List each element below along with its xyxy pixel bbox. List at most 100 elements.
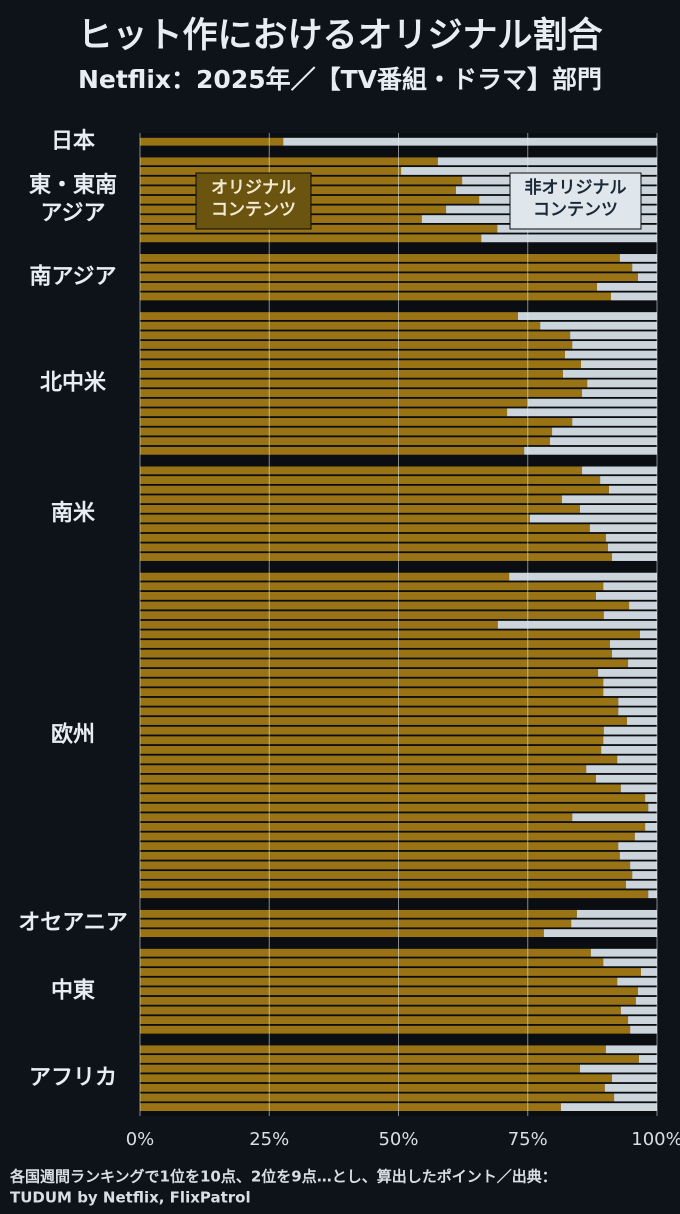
bar-segment (140, 996, 636, 1005)
bar-segment (612, 553, 657, 561)
bar-segment (589, 524, 657, 533)
bar-segment (603, 958, 657, 967)
bar-segment (140, 929, 544, 938)
bar-segment (634, 832, 657, 841)
bar-segment (140, 157, 438, 166)
footnote: 各国週間ランキングで1位を10点、2位を9点…とし、算出したポイント／出典： (9, 1168, 557, 1186)
bar-segment (635, 996, 657, 1005)
bar-segment (140, 437, 550, 446)
bar-segment (579, 505, 657, 513)
bar-segment (572, 418, 657, 426)
bar-segment (140, 871, 633, 879)
bar-segment (140, 880, 626, 889)
bar-segment (601, 745, 657, 754)
bar-segment (401, 167, 657, 175)
bar-segment (140, 919, 572, 928)
legend-box (195, 172, 312, 230)
bar-segment (617, 755, 657, 764)
bar-segment (562, 369, 657, 378)
bar-segment (140, 832, 635, 841)
bar-segment (481, 234, 657, 243)
bar-segment (140, 640, 610, 648)
bar-segment (140, 466, 583, 475)
bar-segment (140, 312, 518, 320)
bar-segment (597, 282, 657, 291)
bar-segment (140, 803, 649, 812)
bar-segment (497, 620, 657, 629)
bar-segment (581, 360, 657, 369)
bar-segment (140, 601, 630, 610)
bar-segment (586, 765, 657, 774)
group-label: オセアニア (18, 911, 128, 936)
bar-segment (140, 446, 525, 455)
bar-segment (140, 224, 498, 233)
bar-segment (549, 437, 657, 446)
bar-segment (619, 254, 657, 262)
bar-segment (605, 533, 657, 542)
bar-segment (140, 495, 562, 504)
bar-segment (618, 697, 657, 706)
bar-segment (140, 620, 498, 629)
bar-segment (560, 1103, 657, 1111)
bar-segment (140, 369, 563, 378)
group-label: 中東 (51, 978, 95, 1003)
bar-segment (612, 1074, 657, 1083)
bar-segment (140, 505, 580, 513)
bar-segment (140, 765, 587, 774)
bar-segment (564, 350, 657, 359)
bar-segment (632, 263, 657, 272)
group-label: 日本 (51, 129, 95, 154)
bar-segment (140, 1045, 606, 1054)
bar-segment (140, 1016, 629, 1025)
bar-segment (587, 379, 657, 388)
bar-segment (628, 1016, 657, 1025)
bar-segment (140, 851, 620, 860)
bar-segment (140, 167, 402, 175)
bar-segment (140, 524, 590, 533)
bar-segment (140, 784, 621, 793)
bar-segment (140, 350, 565, 359)
bar-segment (140, 572, 510, 581)
bar-segment (604, 1083, 657, 1092)
bar-segment (640, 968, 657, 976)
bar-segment (140, 774, 596, 783)
bar-segment (603, 611, 657, 620)
bar-segment (637, 273, 657, 282)
bar-segment (632, 871, 657, 879)
bar-segment (140, 1025, 631, 1034)
bar-segment (140, 427, 553, 436)
bar-segment (603, 688, 657, 697)
bar-segment (140, 1074, 613, 1083)
bar-segment (627, 717, 657, 725)
bar-segment (140, 755, 618, 764)
bar-segment (140, 649, 613, 658)
bar-segment (140, 736, 604, 745)
bar-segment (140, 890, 649, 899)
bar-segment (140, 273, 638, 282)
group-label: 欧州 (51, 722, 95, 748)
bar-segment (571, 919, 657, 928)
bar-segment (140, 543, 608, 552)
bar-segment (576, 909, 657, 918)
bar-segment (140, 1064, 580, 1073)
bar-segment (610, 292, 657, 301)
legend-label: コンテンツ (533, 200, 618, 220)
bar-segment (637, 987, 657, 996)
group-label: アフリカ (29, 1065, 117, 1090)
bar-segment (140, 707, 619, 716)
bar-segment (140, 745, 602, 754)
group-label: 南米 (51, 501, 96, 526)
x-tick-label: 0% (126, 1129, 155, 1150)
bar-segment (140, 1093, 615, 1102)
chart-title: ヒット作におけるオリジナル割合 (77, 16, 602, 56)
bar-segment (140, 1055, 639, 1063)
bar-segment (629, 601, 657, 610)
legend-label: コンテンツ (211, 200, 296, 220)
bar-segment (140, 476, 601, 484)
footnote: TUDUM by Netflix, FlixPatrol (10, 1189, 251, 1207)
bar-segment (140, 861, 631, 870)
bar-segment (140, 678, 604, 687)
bar-segment (140, 582, 604, 591)
bar-segment (603, 736, 657, 745)
